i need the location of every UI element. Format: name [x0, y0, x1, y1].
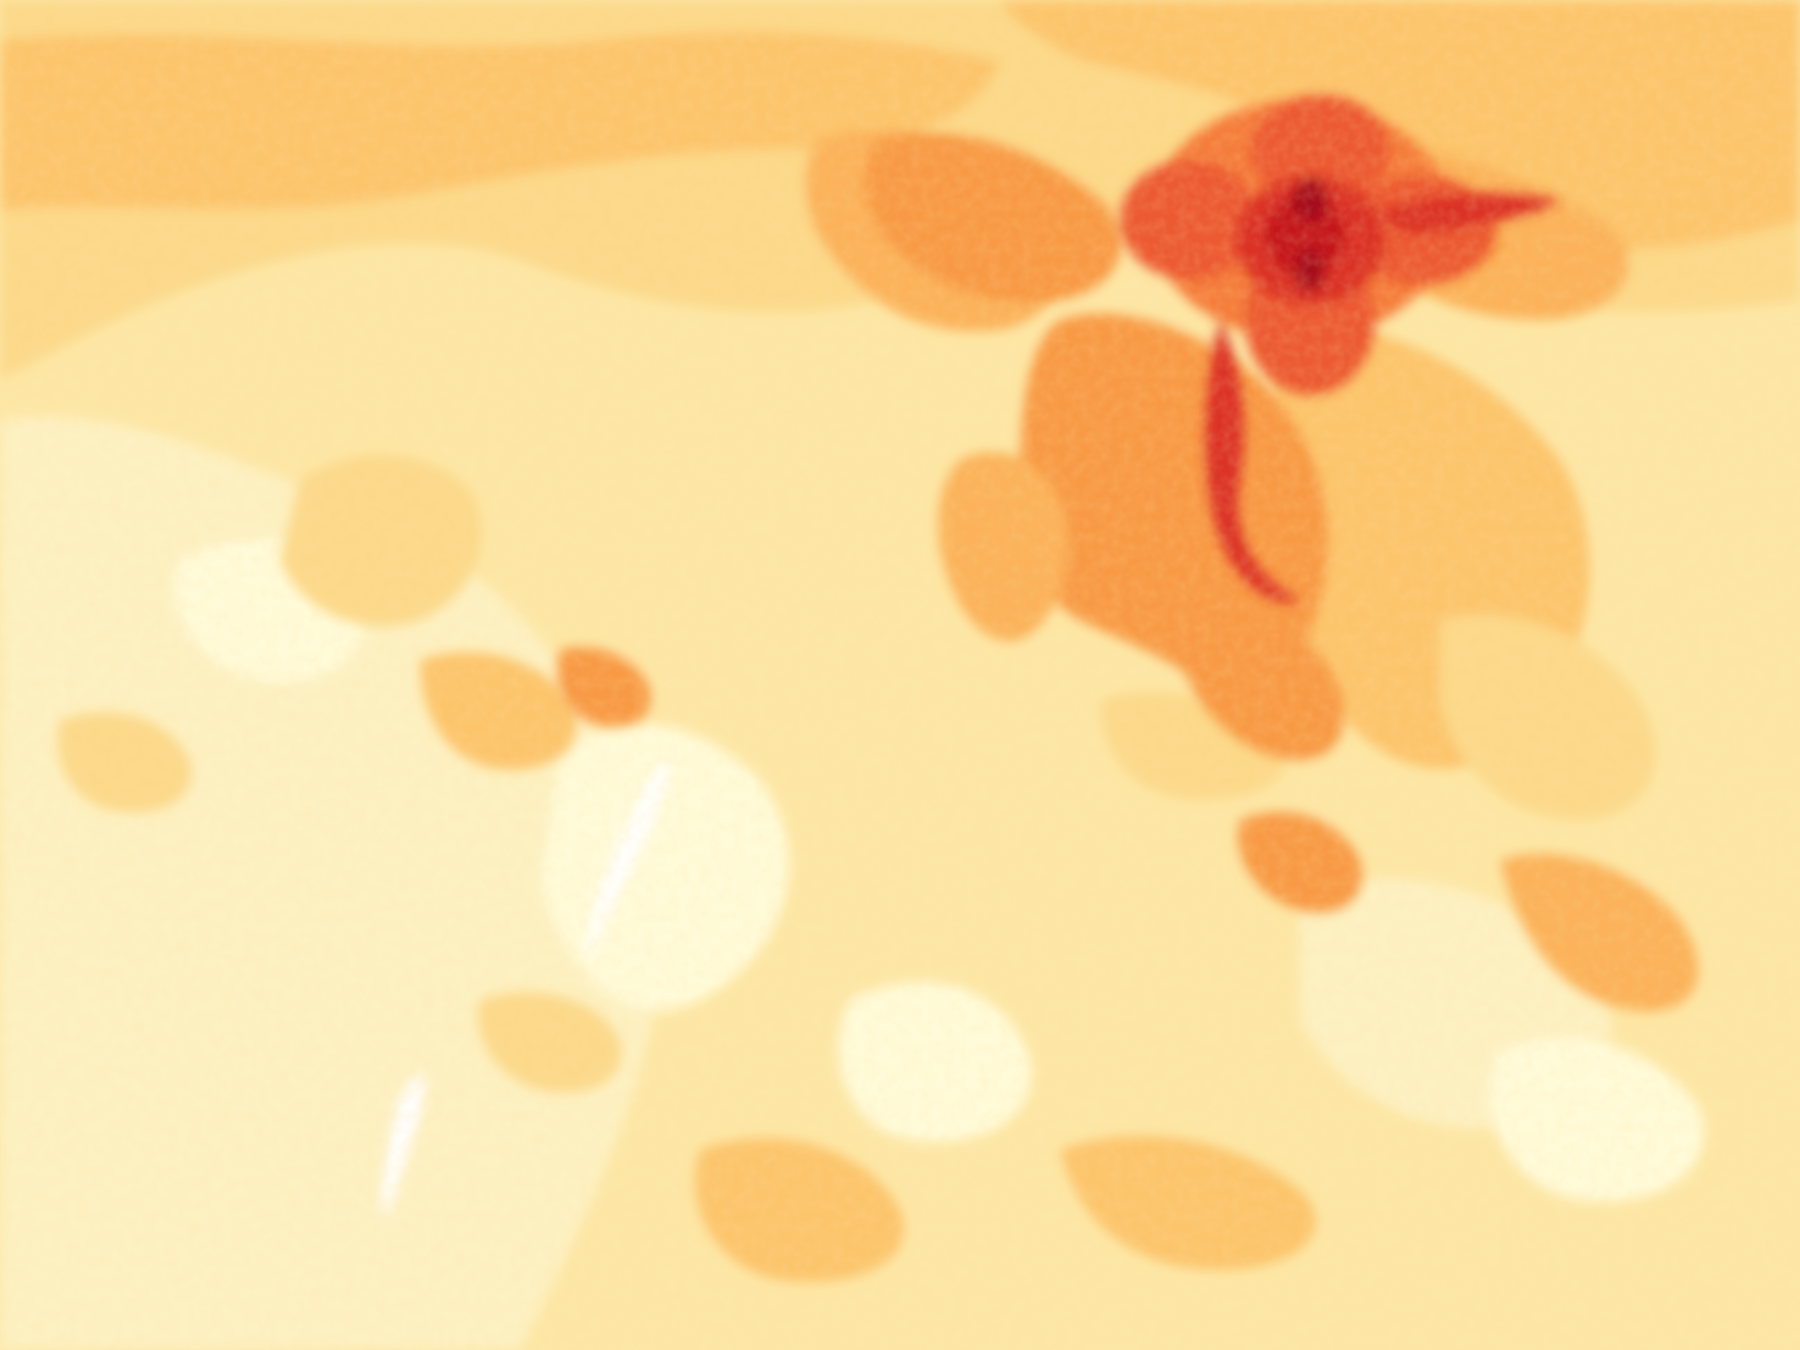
- heatmap-map: [0, 0, 1800, 1350]
- texture-overlay: [0, 0, 1800, 1350]
- heatmap-canvas: [0, 0, 1800, 1350]
